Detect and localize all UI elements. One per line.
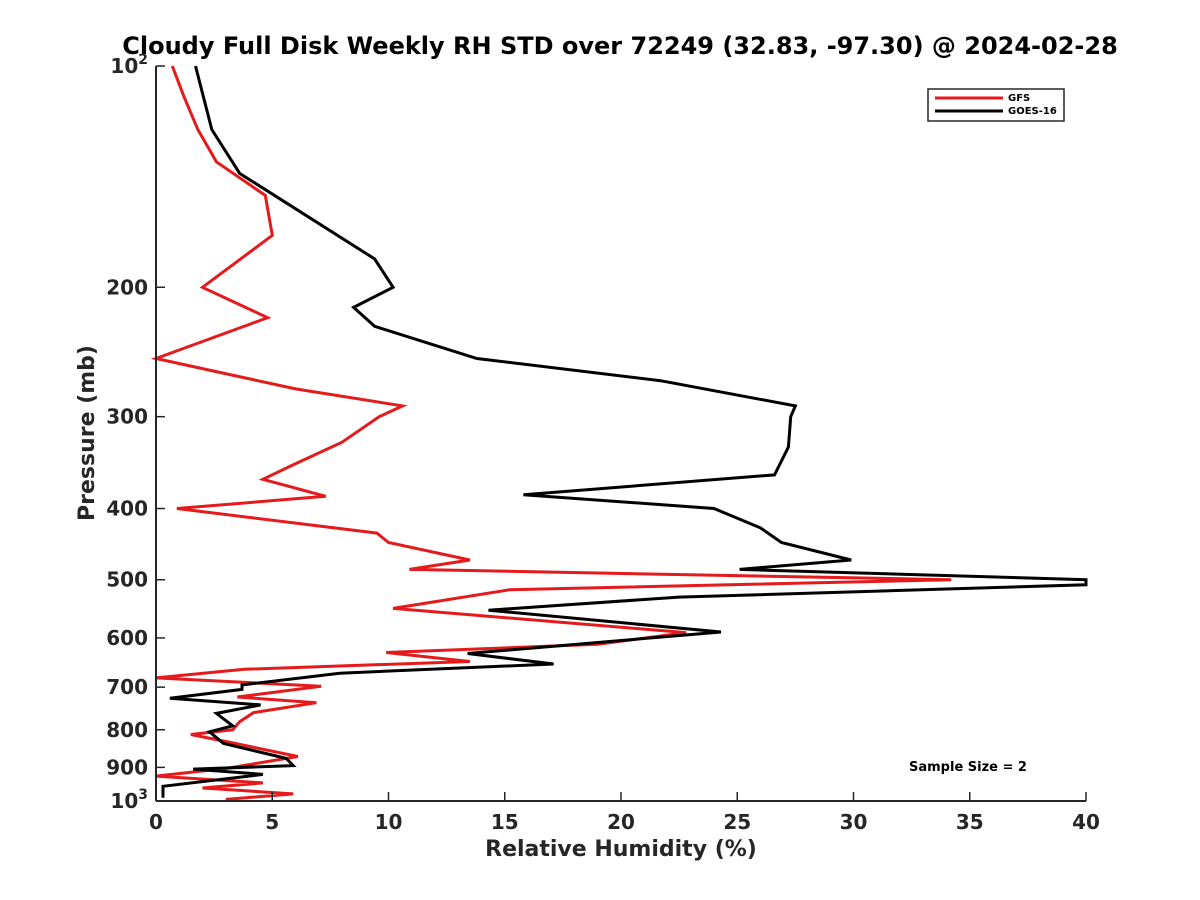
x-tick-label: 20 [607, 810, 635, 834]
plot-area: 0 5 10 15 20 25 30 35 40 102 200 300 400 500 600 700 80… [106, 52, 1100, 834]
series-layer [150, 65, 1088, 801]
y-tick-label: 600 [106, 626, 148, 650]
legend: GFS GOES-16 [927, 88, 1065, 122]
legend-box [927, 88, 1065, 122]
x-tick-label: 25 [723, 810, 751, 834]
plot-background [156, 66, 1086, 801]
legend-label-goes16: GOES-16 [1008, 106, 1057, 117]
y-tick-label: 800 [106, 718, 148, 742]
y-tick-label: 200 [106, 275, 148, 299]
y-axis-ticks: 102 200 300 400 500 600 700 800 900 103 [106, 52, 165, 813]
x-tick-label: 30 [840, 810, 868, 834]
y-tick-label: 700 [106, 675, 148, 699]
y-tick-label: 900 [106, 755, 148, 779]
y-axis-label: Pressure (mb) [75, 345, 100, 521]
x-tick-label: 35 [956, 810, 984, 834]
y-tick-label: 102 [110, 52, 148, 78]
sample-size-annotation: Sample Size = 2 [909, 760, 1027, 775]
x-tick-label: 10 [375, 810, 403, 834]
y-tick-label: 103 [110, 787, 148, 813]
chart-title: Cloudy Full Disk Weekly RH STD over 7224… [122, 32, 1118, 60]
x-axis-label: Relative Humidity (%) [485, 837, 757, 862]
series-line-gfs [150, 65, 952, 801]
y-tick-label: 300 [106, 405, 148, 429]
y-tick-label: 500 [106, 568, 148, 592]
x-tick-label: 40 [1072, 810, 1100, 834]
x-tick-label: 5 [265, 810, 279, 834]
x-tick-label: 15 [491, 810, 519, 834]
x-axis-ticks: 0 5 10 15 20 25 30 35 40 [149, 792, 1100, 834]
y-tick-label: 400 [106, 497, 148, 521]
x-tick-label: 0 [149, 810, 163, 834]
legend-label-gfs: GFS [1008, 93, 1030, 104]
series-line-goes16 [161, 65, 1088, 798]
